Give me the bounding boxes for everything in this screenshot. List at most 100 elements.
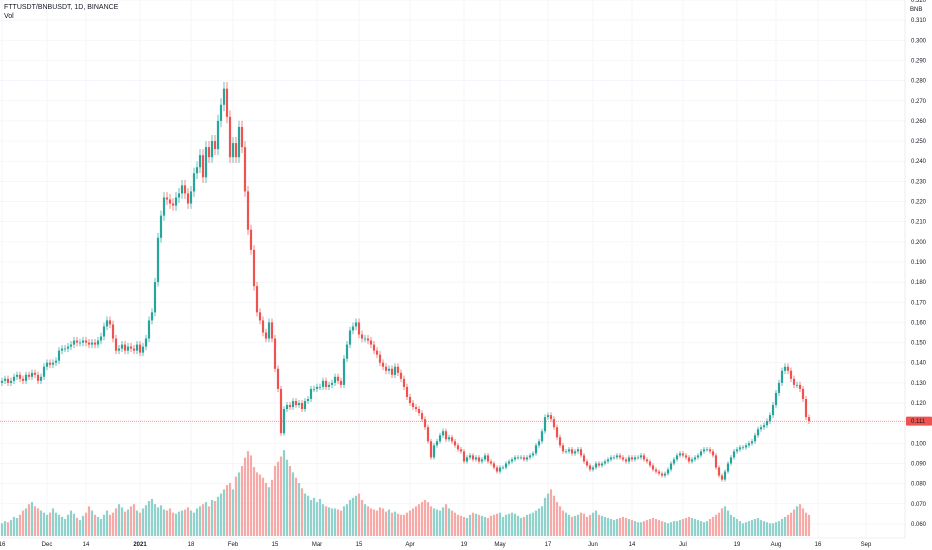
candle [660,471,664,478]
candle-body [477,457,481,462]
candle-body [276,368,280,389]
candle-body [726,463,730,472]
candle [420,410,424,422]
candle-body [729,457,733,464]
volume-bar [222,489,226,536]
volume-bar [465,517,469,536]
candle [171,198,175,211]
candle [60,345,64,355]
candle-body [93,342,97,345]
candle [210,135,214,164]
candle [789,367,793,383]
candle [507,459,511,466]
candle-body [420,413,424,420]
candle-body [636,457,640,459]
volume-bar [705,521,709,536]
volume-bar [267,487,271,536]
candle-body [387,368,391,371]
price-axis[interactable]: 0.0600.0700.0800.0900.1000.1100.1200.130… [904,0,932,550]
candle-body [399,372,403,379]
candlesticks [0,81,811,482]
candle-body [330,382,334,385]
symbol-title[interactable]: FTTUSDT/BNBUSDT, 1D, BINANCE [4,4,119,11]
volume-bar [573,515,577,536]
candle-body [432,445,436,458]
volume-bar [390,512,394,536]
candle [261,316,265,337]
volume-bar [102,514,106,536]
volume-bar [717,512,721,536]
candle [30,369,34,381]
volume-bar [189,510,193,536]
volume-bar [615,519,619,536]
candle-body [696,455,700,458]
volume-bar [84,512,88,536]
volume-bar [501,516,505,536]
volume-bar [288,466,292,536]
candle [57,347,61,365]
candle [774,389,778,408]
candle-body [423,419,427,428]
price-tick-label: 0.060 [911,522,927,528]
volume-bar [318,498,322,536]
candle [138,340,142,357]
candle-body [57,350,61,361]
price-tick-label: 0.140 [911,361,927,367]
candle [513,455,517,462]
candle-body [630,457,634,460]
candle-body [264,332,268,339]
candle-body [792,378,796,385]
volume-bar [81,515,85,536]
candle-body [801,388,805,399]
volume-bar [471,512,475,536]
volume-bar [324,506,328,536]
volume-bar [714,514,718,536]
volume-bar [255,472,259,536]
candle [687,455,691,464]
candle-body [690,459,694,462]
candle-body [714,455,718,468]
candle-body [393,366,397,375]
candle [552,416,556,430]
candle-body [711,451,715,456]
candle [519,455,523,460]
candle [582,453,586,464]
volume-bar [366,506,370,536]
candle-body [42,366,46,377]
candle [639,453,643,460]
candle [396,363,400,377]
candle-body [156,237,160,283]
candle-body [255,286,259,313]
candle-body [168,199,172,204]
candle-body [45,362,49,367]
candle [357,318,361,339]
time-axis[interactable]: 16 Dec 14 2021 18 Feb 15 Mar 15 Apr 19 May 17 Jun 14 Ju… [0,537,905,548]
volume-bar [603,516,607,536]
volume-bar [276,461,280,536]
candle [768,412,772,424]
volume-bar [645,520,649,536]
candle [27,371,31,381]
volume-bar [216,496,220,536]
candle-body [543,417,547,432]
candle-body [150,312,154,321]
candle [417,406,421,416]
candle-body [513,457,517,460]
candle [186,188,190,209]
volume-bar [759,520,763,536]
price-tick-label: 0.280 [911,79,927,85]
volume-bar [804,512,808,536]
volume-indicator-label[interactable]: Vol [4,13,14,20]
candle-body [723,471,727,480]
volume-bar [771,523,775,536]
candle-body [369,340,373,345]
candle [204,141,208,183]
volume-bar [552,495,556,536]
price-tick-label: 0.290 [911,58,927,64]
candle [681,451,685,458]
price-tick-label: 0.080 [911,482,927,488]
candle-body [531,453,535,456]
volume-bar [198,506,202,536]
candle-body [234,143,238,158]
